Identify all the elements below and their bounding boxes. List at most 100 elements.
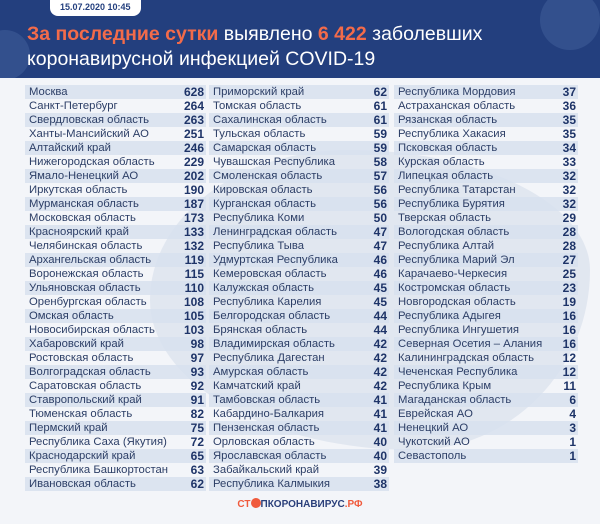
region-row: Рязанская область 35 <box>394 113 578 127</box>
region-name: Иркутская область <box>29 184 128 196</box>
region-name: Псковская область <box>398 142 498 154</box>
region-cases: 56 <box>373 183 387 197</box>
region-cases: 45 <box>373 295 387 309</box>
region-name: Республика Тыва <box>213 240 305 252</box>
region-cases: 93 <box>190 365 204 379</box>
region-name: Омская область <box>29 310 114 322</box>
region-name: Республика Ингушетия <box>398 324 520 336</box>
region-cases: 38 <box>373 477 387 491</box>
region-name: Севастополь <box>398 450 467 462</box>
region-row: Алтайский край 246 <box>25 141 206 155</box>
virus-decoration-icon <box>0 30 30 78</box>
region-cases: 58 <box>373 155 387 169</box>
region-row: Магаданская область 6 <box>394 393 578 407</box>
region-row: Санкт-Петербург 264 <box>25 99 206 113</box>
region-cases: 105 <box>183 309 204 323</box>
region-name: Республика Марий Эл <box>398 254 515 266</box>
region-name: Тульская область <box>213 128 306 140</box>
region-row: Республика Марий Эл 27 <box>394 253 578 267</box>
region-name: Ленинградская область <box>213 226 337 238</box>
region-name: Тверская область <box>398 212 492 224</box>
region-row: Чувашская Республика 58 <box>209 155 389 169</box>
region-cases: 29 <box>562 211 576 225</box>
region-name: Краснодарский край <box>29 450 136 462</box>
region-name: Республика Татарстан <box>398 184 516 196</box>
region-cases: 42 <box>373 365 387 379</box>
region-name: Ростовская область <box>29 352 134 364</box>
region-cases: 62 <box>373 85 387 99</box>
region-name: Камчатский край <box>213 380 301 392</box>
region-cases: 59 <box>373 127 387 141</box>
region-row: Костромская область 23 <box>394 281 578 295</box>
region-name: Ямало-Ненецкий АО <box>29 170 139 182</box>
region-name: Орловская область <box>213 436 315 448</box>
region-row: Калининградская область 12 <box>394 351 578 365</box>
region-name: Калининградская область <box>398 352 535 364</box>
region-cases: 46 <box>373 267 387 281</box>
region-row: Волгоградская область 93 <box>25 365 206 379</box>
region-cases: 628 <box>183 85 204 99</box>
region-cases: 132 <box>183 239 204 253</box>
region-cases: 108 <box>183 295 204 309</box>
region-row: Вологодская область 28 <box>394 225 578 239</box>
region-name: Калужская область <box>213 282 314 294</box>
region-cases: 61 <box>373 113 387 127</box>
region-name: Сахалинская область <box>213 114 327 126</box>
region-row: Красноярский край 133 <box>25 225 206 239</box>
region-name: Кемеровская область <box>213 268 327 280</box>
region-cases: 32 <box>562 169 576 183</box>
region-row: Краснодарский край 65 <box>25 449 206 463</box>
region-cases: 92 <box>190 379 204 393</box>
region-cases: 40 <box>373 435 387 449</box>
virus-decoration-icon <box>540 0 600 50</box>
region-name: Ставропольский край <box>29 394 142 406</box>
region-cases: 202 <box>183 169 204 183</box>
region-row: Республика Карелия 45 <box>209 295 389 309</box>
region-row: Липецкая область 32 <box>394 169 578 183</box>
region-name: Республика Саха (Якутия) <box>29 436 167 448</box>
region-cases: 36 <box>562 99 576 113</box>
region-column-3: Республика Мордовия 37 Астраханская област… <box>394 85 578 463</box>
region-cases: 25 <box>562 267 576 281</box>
region-name: Республика Карелия <box>213 296 322 308</box>
region-row: Воронежская область 115 <box>25 267 206 281</box>
region-row: Карачаево-Черкесия 25 <box>394 267 578 281</box>
region-name: Нижегородская область <box>29 156 155 168</box>
region-name: Ненецкий АО <box>398 422 469 434</box>
region-row: Псковская область 34 <box>394 141 578 155</box>
region-row: Республика Дагестан 42 <box>209 351 389 365</box>
region-name: Мурманская область <box>29 198 139 210</box>
region-name: Чеченская Республика <box>398 366 518 378</box>
region-name: Томская область <box>213 100 302 112</box>
region-row: Пензенская область 41 <box>209 421 389 435</box>
region-cases: 39 <box>373 463 387 477</box>
region-cases: 173 <box>183 211 204 225</box>
region-row: Чеченская Республика 12 <box>394 365 578 379</box>
date-badge: 15.07.2020 10:45 <box>50 0 141 16</box>
region-name: Республика Бурятия <box>398 198 505 210</box>
region-row: Тюменская область 82 <box>25 407 206 421</box>
region-row: Республика Башкортостан 63 <box>25 463 206 477</box>
region-row: Амурская область 42 <box>209 365 389 379</box>
region-row: Республика Тыва 47 <box>209 239 389 253</box>
region-name: Астраханская область <box>398 100 516 112</box>
region-name: Красноярский край <box>29 226 129 238</box>
region-cases: 50 <box>373 211 387 225</box>
case-count: 6 422 <box>317 23 367 45</box>
region-cases: 45 <box>373 281 387 295</box>
region-cases: 41 <box>373 407 387 421</box>
region-name: Республика Дагестан <box>213 352 325 364</box>
stop-virus-icon <box>250 498 261 508</box>
region-cases: 40 <box>373 449 387 463</box>
region-name: Республика Адыгея <box>398 310 501 322</box>
region-row: Курганская область 56 <box>209 197 389 211</box>
region-name: Республика Калмыкия <box>213 478 331 490</box>
region-row: Ростовская область 97 <box>25 351 206 365</box>
region-row: Чукотский АО 1 <box>394 435 578 449</box>
region-name: Чукотский АО <box>398 436 470 448</box>
region-row: Мурманская область 187 <box>25 197 206 211</box>
region-name: Забайкальский край <box>213 464 320 476</box>
region-cases: 6 <box>569 393 576 407</box>
region-row: Калужская область 45 <box>209 281 389 295</box>
region-cases: 42 <box>373 337 387 351</box>
